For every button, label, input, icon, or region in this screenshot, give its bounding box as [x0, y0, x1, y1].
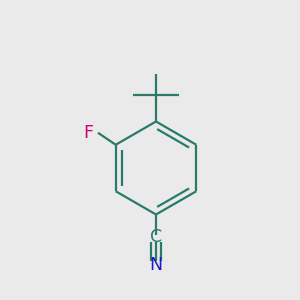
Text: F: F: [83, 124, 93, 142]
Text: C: C: [150, 228, 162, 246]
Text: N: N: [149, 256, 163, 274]
